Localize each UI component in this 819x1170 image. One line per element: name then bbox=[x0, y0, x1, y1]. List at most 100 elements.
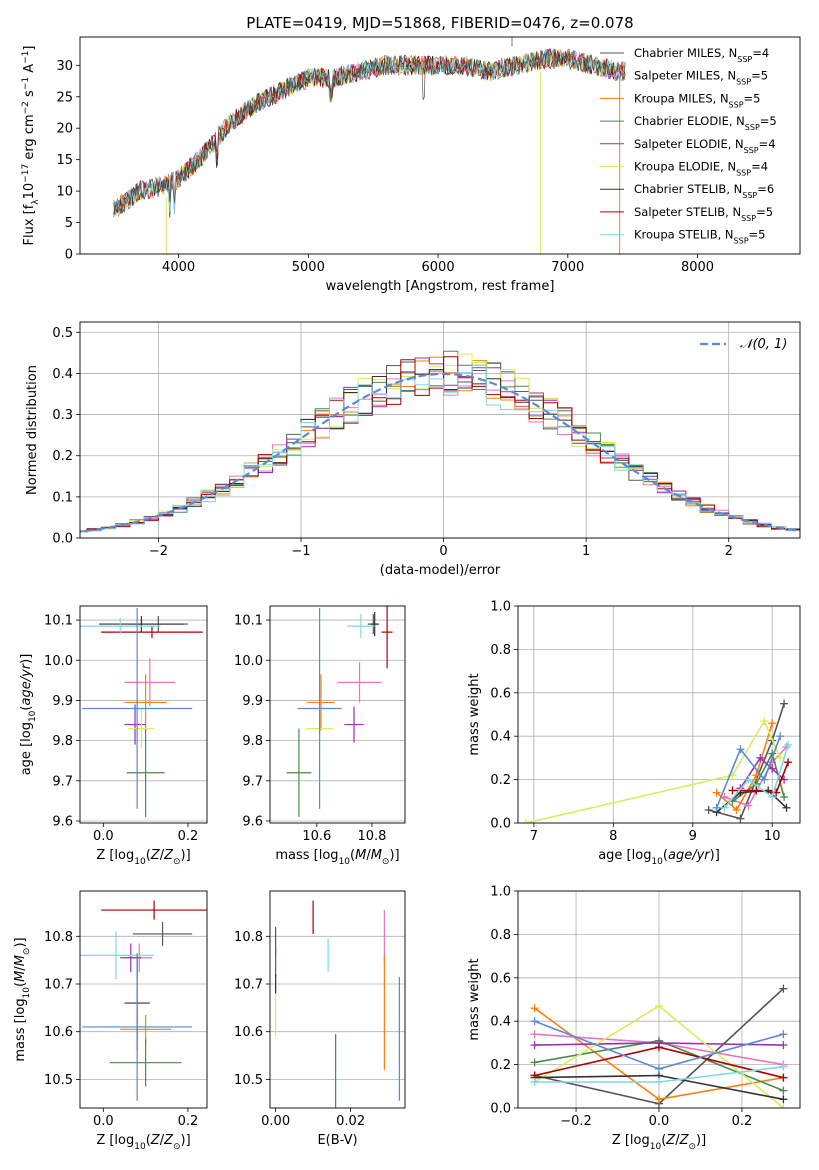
y-tick-label: 10.0 bbox=[234, 654, 263, 669]
label-part: ⊙ bbox=[382, 857, 390, 867]
y-tick-label: 10.6 bbox=[44, 1025, 73, 1040]
legend-sub: SSP bbox=[744, 145, 759, 154]
x-tick-label: 6000 bbox=[422, 260, 455, 275]
y-tick-label: 9.7 bbox=[242, 774, 263, 789]
axes-frame bbox=[269, 605, 406, 824]
legend-entry: Kroupa STELIB, NSSP=5 bbox=[634, 228, 765, 246]
x-tick-label: 10.6 bbox=[302, 829, 331, 844]
legend-text: Kroupa MILES, N bbox=[634, 91, 729, 105]
y-tick-label: 0.3 bbox=[52, 408, 73, 423]
axes-frame bbox=[79, 321, 801, 539]
y-axis-label: mass [log10(M/M⊙)] bbox=[13, 937, 32, 1061]
y-tick-label: 0.6 bbox=[490, 971, 511, 986]
y-tick-label: 9.6 bbox=[52, 814, 73, 829]
legend-text: =5 bbox=[744, 91, 761, 105]
y-tick-label: 0.0 bbox=[490, 1102, 511, 1117]
plot-area bbox=[80, 900, 207, 1101]
label-part: A bbox=[22, 64, 37, 77]
plot-area bbox=[270, 606, 405, 822]
label-part: / bbox=[675, 1133, 680, 1148]
y-tick-label: 9.8 bbox=[242, 734, 263, 749]
y-tick-label: 0.0 bbox=[52, 532, 73, 547]
label-part: )] bbox=[696, 1133, 706, 1148]
legend-sub: SSP bbox=[741, 213, 756, 222]
legend-sub: SSP bbox=[736, 77, 751, 86]
y-axis-label: Flux [fλ10−17 erg cm−2 s−1 A−1] bbox=[21, 46, 41, 246]
y-axis-label: mass weight bbox=[467, 673, 482, 755]
label-part: M bbox=[355, 848, 366, 863]
legend-text: =5 bbox=[760, 114, 777, 128]
label-part: Z [log bbox=[96, 1133, 134, 1148]
x-tick-label: 8 bbox=[609, 829, 617, 844]
label-part: Z [log bbox=[96, 848, 134, 863]
legend-text: =5 bbox=[756, 205, 773, 219]
axes-frame bbox=[517, 605, 801, 824]
label-part: )] bbox=[13, 937, 28, 947]
spectrum-series-7 bbox=[113, 48, 626, 214]
x-tick-label: 1 bbox=[582, 544, 590, 559]
legend-entry: Kroupa MILES, NSSP=5 bbox=[634, 91, 760, 109]
gaussian-curve bbox=[80, 372, 800, 533]
x-axis-label: wavelength [Angstrom, rest frame] bbox=[326, 279, 555, 294]
label-part: 10 bbox=[22, 987, 32, 999]
legend-entry: 𝒩(0, 1) bbox=[740, 337, 787, 352]
x-tick-label: 4000 bbox=[162, 260, 195, 275]
label-part: −2 bbox=[21, 101, 31, 114]
y-tick-label: 0.4 bbox=[490, 1015, 511, 1030]
y-tick-label: 10.1 bbox=[234, 614, 263, 629]
label-part: ( bbox=[661, 1133, 666, 1148]
mass-weight-series-4 bbox=[739, 756, 785, 789]
legend-text: Chabrier ELODIE, N bbox=[634, 114, 745, 128]
x-tick-label: 0.0 bbox=[649, 1114, 670, 1129]
axes-frame bbox=[79, 605, 208, 824]
label-part: ( bbox=[350, 848, 355, 863]
x-tick-label: 0.0 bbox=[93, 1114, 114, 1129]
legend-text: Salpeter ELODIE, N bbox=[634, 137, 744, 151]
y-tick-label: 1.0 bbox=[490, 885, 511, 900]
legend-text: =5 bbox=[751, 69, 768, 83]
y-tick-label: 0.4 bbox=[490, 730, 511, 745]
label-part: 10 bbox=[134, 857, 146, 867]
y-tick-label: 15 bbox=[56, 153, 73, 168]
x-tick-label: −1 bbox=[291, 544, 310, 559]
legend-sub: SSP bbox=[736, 168, 751, 177]
y-tick-label: 10.7 bbox=[234, 978, 263, 993]
y-tick-label: 9.6 bbox=[242, 814, 263, 829]
y-tick-label: 1.0 bbox=[490, 600, 511, 615]
y-tick-label: 0.5 bbox=[52, 326, 73, 341]
x-tick-label: −2 bbox=[149, 544, 168, 559]
y-tick-label: 0.6 bbox=[490, 686, 511, 701]
legend-text: =6 bbox=[757, 182, 774, 196]
figure-title: PLATE=0419, MJD=51868, FIBERID=0476, z=0… bbox=[246, 14, 633, 32]
y-tick-label: 10.8 bbox=[44, 930, 73, 945]
mass-weight-series-9 bbox=[715, 735, 781, 809]
mass-weight-series-8 bbox=[723, 744, 789, 809]
label-part: / bbox=[160, 1133, 165, 1148]
y-tick-label: 25 bbox=[56, 90, 73, 105]
y-tick-label: 9.9 bbox=[242, 694, 263, 709]
axes-frame bbox=[79, 36, 801, 255]
label-part: ⊙ bbox=[173, 1142, 181, 1152]
mass-weight-series-0 bbox=[708, 703, 785, 820]
plot-area bbox=[80, 608, 207, 822]
label-part: )] bbox=[389, 848, 399, 863]
y-tick-label: 10.8 bbox=[234, 930, 263, 945]
label-part: Z bbox=[665, 1133, 676, 1148]
legend-entry: Salpeter MILES, NSSP=5 bbox=[634, 69, 768, 87]
label-part: ⊙ bbox=[688, 1142, 696, 1152]
spectrum-series-0 bbox=[113, 48, 626, 215]
plot-area bbox=[518, 891, 800, 1108]
x-tick-label: 5000 bbox=[292, 260, 325, 275]
legend-entry: Salpeter STELIB, NSSP=5 bbox=[634, 205, 773, 223]
y-tick-label: 10.6 bbox=[234, 1025, 263, 1040]
label-part: ] bbox=[22, 46, 37, 51]
x-axis-label: mass [log10(M/M⊙)] bbox=[275, 848, 399, 867]
label-part: Z bbox=[150, 848, 161, 863]
y-tick-label: 9.8 bbox=[52, 734, 73, 749]
legend: 𝒩(0, 1) bbox=[700, 337, 787, 352]
label-part: Z bbox=[163, 1133, 174, 1148]
y-tick-label: 10.1 bbox=[44, 614, 73, 629]
label-part: age/yr bbox=[668, 848, 711, 863]
y-tick-label: 0.1 bbox=[52, 490, 73, 505]
